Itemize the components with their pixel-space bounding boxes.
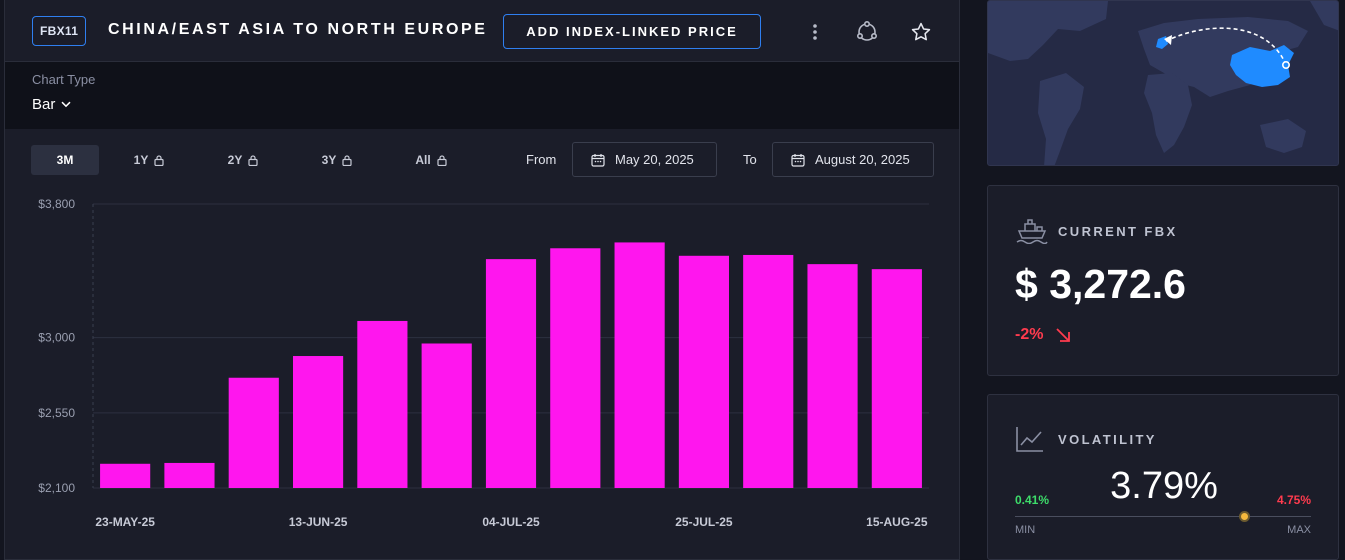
bar — [678, 255, 730, 488]
bar — [164, 462, 215, 488]
y-tick-label: $3,000 — [38, 331, 75, 345]
bar — [743, 254, 794, 488]
to-date-picker[interactable]: August 20, 2025 — [772, 142, 934, 177]
bar — [614, 242, 665, 488]
lock-icon — [342, 154, 352, 166]
range-tab-2y[interactable]: 2Y — [209, 145, 277, 175]
star-icon[interactable] — [908, 19, 934, 45]
bar — [550, 248, 601, 488]
lock-icon — [248, 154, 258, 166]
world-map-image — [988, 1, 1338, 165]
current-fbx-value: $ 3,272.6 — [1015, 261, 1186, 307]
bar — [421, 343, 472, 488]
lock-icon — [154, 154, 164, 166]
volatility-min-label: MIN — [1015, 524, 1036, 536]
volatility-max-label: MAX — [1287, 524, 1311, 536]
chart-type-label: Chart Type — [32, 72, 96, 87]
volatility-max-value: 4.75% — [1276, 493, 1311, 507]
line-chart-icon — [1016, 427, 1043, 452]
to-date-value: August 20, 2025 — [815, 152, 910, 167]
range-tab-all[interactable]: All — [397, 145, 465, 175]
bar — [485, 259, 537, 488]
volatility-range-track — [1015, 516, 1311, 517]
change-percent: -2% — [1015, 326, 1044, 343]
lock-icon — [437, 154, 447, 166]
range-tab-3y[interactable]: 3Y — [303, 145, 371, 175]
bar — [292, 356, 344, 488]
x-tick-label: 23-MAY-25 — [95, 515, 155, 529]
chart-header: FBX11 CHINA/EAST ASIA TO NORTH EUROPE AD… — [5, 0, 959, 62]
range-tab-label: 1Y — [133, 153, 149, 167]
bar — [357, 320, 408, 488]
range-tab-3m[interactable]: 3M — [31, 145, 99, 175]
range-tab-1y[interactable]: 1Y — [115, 145, 183, 175]
current-fbx-card: CURRENT FBX $ 3,272.6 -2% — [987, 185, 1339, 376]
route-map — [987, 0, 1339, 166]
route-title: CHINA/EAST ASIA TO NORTH EUROPE — [108, 21, 488, 38]
range-tab-label: 3Y — [321, 153, 337, 167]
y-tick-label: $3,800 — [38, 197, 75, 211]
x-tick-label: 13-JUN-25 — [289, 515, 348, 529]
from-date-picker[interactable]: May 20, 2025 — [572, 142, 717, 177]
volatility-label: VOLATILITY — [1058, 432, 1157, 447]
add-index-linked-price-button[interactable]: ADD INDEX-LINKED PRICE — [503, 14, 761, 49]
x-tick-label: 04-JUL-25 — [482, 515, 540, 529]
bar — [871, 269, 922, 488]
bar — [228, 377, 279, 488]
y-tick-label: $2,100 — [38, 481, 75, 495]
volatility-marker — [1238, 511, 1250, 522]
y-tick-label: $2,550 — [38, 406, 75, 420]
to-label: To — [743, 152, 757, 167]
volatility-card: VOLATILITY 3.79% 0.41% 4.75% MIN MAX — [987, 394, 1339, 560]
from-label: From — [526, 152, 557, 167]
current-fbx-change: -2% — [1015, 326, 1071, 344]
x-tick-label: 25-JUL-25 — [675, 515, 733, 529]
calendar-icon — [591, 153, 605, 167]
range-tab-label: 2Y — [227, 153, 243, 167]
from-date-value: May 20, 2025 — [615, 152, 694, 167]
range-tab-label: 3M — [56, 153, 74, 167]
current-fbx-label: CURRENT FBX — [1058, 224, 1178, 239]
more-vertical-icon[interactable] — [802, 19, 828, 45]
range-tab-label: All — [415, 153, 431, 167]
calendar-icon — [791, 153, 805, 167]
fbx-bar-chart: $2,100 $2,550 $3,000 $3,800 23-MAY-25 13-JUN-… — [38, 197, 929, 529]
x-tick-label: 15-AUG-25 — [866, 515, 928, 529]
chart-panel: FBX11 CHINA/EAST ASIA TO NORTH EUROPE AD… — [4, 0, 960, 560]
chart-type-value: Bar — [32, 96, 56, 113]
chart-type-dropdown[interactable]: Bar — [32, 96, 71, 113]
chart-type-selector: Chart Type Bar — [5, 62, 959, 129]
ship-icon — [1016, 219, 1048, 244]
network-icon[interactable] — [854, 19, 880, 45]
bar — [100, 463, 151, 488]
chevron-down-icon — [61, 101, 71, 108]
volatility-value: 3.79% — [1110, 465, 1218, 507]
volatility-min-value: 0.41% — [1015, 493, 1050, 507]
bar — [807, 264, 858, 488]
arrow-down-right-icon — [1056, 328, 1071, 342]
index-code-badge: FBX11 — [32, 16, 87, 46]
